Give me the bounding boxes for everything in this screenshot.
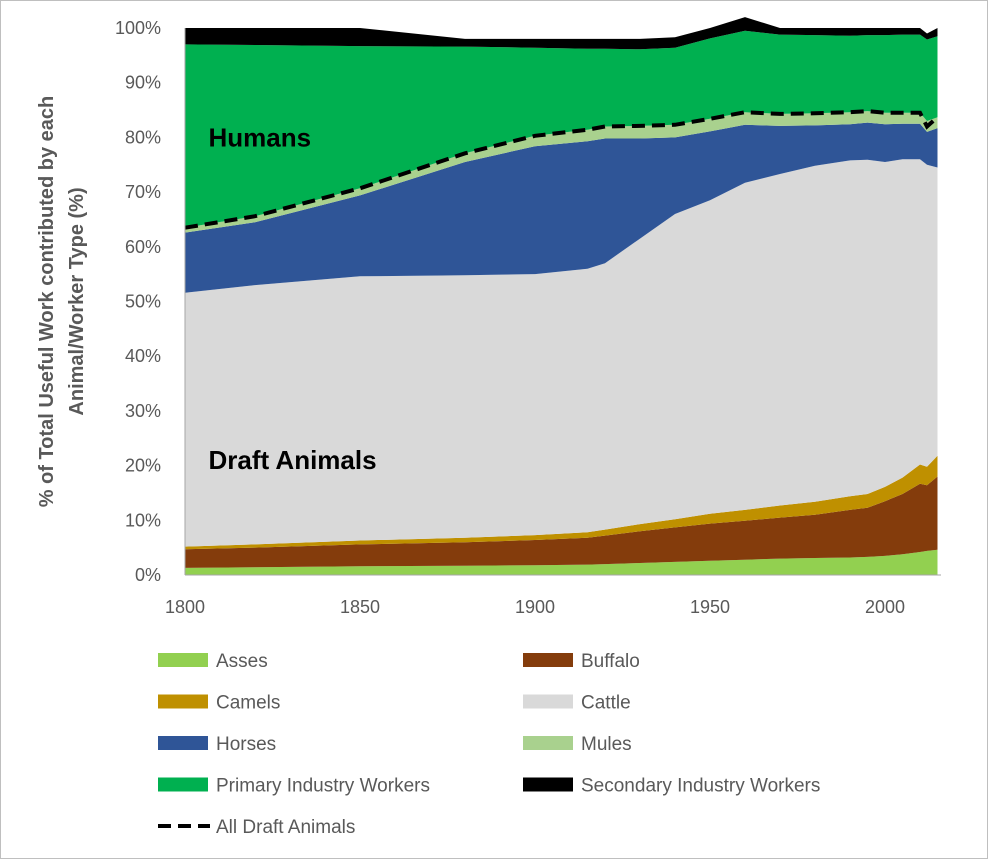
area-primary-industry-workers [185, 30, 938, 228]
legend-item-buffalo: Buffalo [523, 651, 640, 672]
y-tick-label: 70% [125, 182, 161, 202]
area-secondary-industry-workers [185, 17, 938, 50]
legend-swatch [523, 736, 573, 750]
legend-swatch [158, 777, 208, 792]
legend-label: Asses [216, 651, 268, 672]
y-tick-label: 30% [125, 401, 161, 421]
y-tick-label: 20% [125, 456, 161, 476]
legend-item-primary-industry-workers: Primary Industry Workers [158, 776, 430, 797]
legend-swatch [158, 736, 208, 750]
x-tick-label: 1900 [515, 597, 555, 617]
legend-item-camels: Camels [158, 693, 280, 714]
legend-label: Camels [216, 693, 280, 714]
legend: Asses Buffalo Camels Cattle Horses Mules Prima… [158, 651, 820, 838]
legend-swatch [523, 777, 573, 792]
legend-item-cattle: Cattle [523, 693, 631, 714]
y-axis-title-line: Animal/Worker Type (%) [66, 187, 88, 415]
x-tick-label: 1950 [690, 597, 730, 617]
legend-swatch [523, 653, 573, 667]
legend-item-mules: Mules [523, 734, 632, 755]
y-tick-label: 10% [125, 510, 161, 530]
area-buffalo [185, 476, 938, 568]
legend-label: All Draft Animals [216, 817, 355, 838]
x-tick-label: 1850 [340, 597, 380, 617]
legend-swatch [158, 653, 208, 667]
area-cattle [185, 159, 938, 547]
x-tick-label: 2000 [865, 597, 905, 617]
axes: 0% 10% 20% 30% 40% 50% 60% 70% 80% 90% 100% 1800 185… [36, 18, 941, 617]
y-tick-label: 80% [125, 127, 161, 147]
line-all-draft-animals [184, 109, 939, 230]
area-asses [185, 549, 938, 575]
legend-label: Cattle [581, 693, 631, 714]
y-tick-label: 0% [135, 565, 161, 585]
annotation-draft-animals: Draft Animals [209, 445, 377, 475]
y-tick-label: 60% [125, 237, 161, 257]
legend-label: Secondary Industry Workers [581, 776, 820, 797]
legend-swatch [523, 694, 573, 709]
legend-label: Primary Industry Workers [216, 776, 430, 797]
legend-swatch [158, 694, 208, 709]
area-mules [185, 111, 938, 233]
x-tick-label: 1800 [165, 597, 205, 617]
area-horses [185, 122, 938, 293]
y-tick-label: 40% [125, 346, 161, 366]
legend-label: Mules [581, 734, 632, 755]
annotations: Humans Draft Animals [209, 122, 377, 475]
draft-animals-line-layer [184, 109, 939, 230]
legend-item-all-draft-animals: All Draft Animals [158, 817, 355, 838]
legend-item-horses: Horses [158, 734, 276, 755]
y-tick-label: 50% [125, 292, 161, 312]
y-axis-title-line: % of Total Useful Work contributed by ea… [36, 96, 58, 508]
y-tick-label: 90% [125, 73, 161, 93]
legend-item-secondary-industry-workers: Secondary Industry Workers [523, 776, 820, 797]
y-tick-label: 100% [115, 18, 161, 38]
legend-item-asses: Asses [158, 651, 268, 672]
legend-label: Buffalo [581, 651, 640, 672]
area-layers [185, 17, 938, 575]
legend-label: Horses [216, 734, 276, 755]
annotation-humans: Humans [209, 122, 312, 152]
